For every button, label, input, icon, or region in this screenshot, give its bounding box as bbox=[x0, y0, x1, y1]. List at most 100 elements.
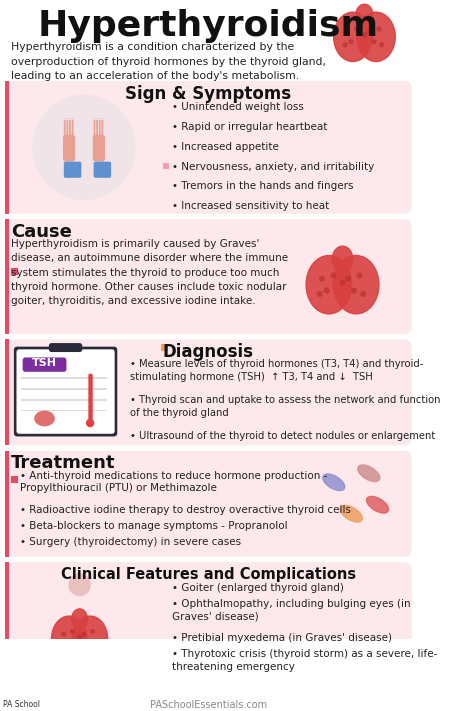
FancyBboxPatch shape bbox=[5, 339, 412, 446]
Text: TSH: TSH bbox=[32, 358, 57, 368]
Text: PASchoolEssentials.com: PASchoolEssentials.com bbox=[150, 700, 267, 710]
Ellipse shape bbox=[323, 474, 345, 491]
Text: • Radioactive iodine therapy to destroy overactive thyroid cells: • Radioactive iodine therapy to destroy … bbox=[20, 505, 351, 515]
Text: Diagnosis: Diagnosis bbox=[163, 343, 254, 361]
Bar bbox=[21, 388, 107, 390]
Ellipse shape bbox=[340, 506, 362, 522]
Text: • Ophthalmopathy, including bulging eyes (in
Graves' disease): • Ophthalmopathy, including bulging eyes… bbox=[172, 599, 410, 622]
Text: • Increased sensitivity to heat: • Increased sensitivity to heat bbox=[172, 201, 329, 211]
Ellipse shape bbox=[332, 246, 353, 272]
Ellipse shape bbox=[35, 412, 54, 426]
Circle shape bbox=[94, 644, 97, 648]
Circle shape bbox=[343, 43, 347, 47]
Bar bbox=[163, 163, 169, 169]
Bar bbox=[5, 339, 9, 446]
Text: • Pretibial myxedema (in Graves' disease): • Pretibial myxedema (in Graves' disease… bbox=[172, 634, 392, 643]
Ellipse shape bbox=[72, 609, 88, 629]
Circle shape bbox=[87, 641, 90, 645]
Text: • Ultrasound of the thyroid to detect nodules or enlargement: • Ultrasound of the thyroid to detect no… bbox=[130, 431, 436, 441]
Bar bbox=[21, 410, 107, 412]
FancyBboxPatch shape bbox=[100, 119, 104, 139]
FancyBboxPatch shape bbox=[95, 119, 99, 139]
Bar bbox=[5, 81, 9, 214]
Text: Cause: Cause bbox=[11, 223, 72, 241]
Text: • Rapid or irregular heartbeat: • Rapid or irregular heartbeat bbox=[172, 122, 327, 132]
Text: • Beta-blockers to manage symptoms - Propranolol: • Beta-blockers to manage symptoms - Pro… bbox=[20, 521, 288, 531]
Bar bbox=[5, 562, 9, 683]
Circle shape bbox=[346, 277, 350, 281]
FancyBboxPatch shape bbox=[93, 134, 105, 161]
Circle shape bbox=[367, 30, 371, 34]
Ellipse shape bbox=[366, 496, 389, 513]
Text: • Increased appetite: • Increased appetite bbox=[172, 142, 279, 152]
Text: • Goiter (enlarged thyroid gland): • Goiter (enlarged thyroid gland) bbox=[172, 583, 344, 593]
Bar bbox=[5, 451, 9, 557]
Circle shape bbox=[352, 288, 356, 293]
Circle shape bbox=[361, 292, 365, 296]
Circle shape bbox=[78, 635, 82, 638]
Ellipse shape bbox=[357, 12, 395, 62]
Bar bbox=[21, 378, 107, 379]
Text: PA School
Essentials: PA School Essentials bbox=[2, 700, 41, 711]
Bar bbox=[11, 476, 18, 483]
FancyBboxPatch shape bbox=[5, 451, 412, 557]
Text: • Measure levels of thyroid hormones (T3, T4) and thyroid-
stimulating hormone (: • Measure levels of thyroid hormones (T3… bbox=[130, 359, 424, 382]
Circle shape bbox=[357, 273, 362, 278]
Ellipse shape bbox=[356, 4, 373, 26]
Ellipse shape bbox=[333, 255, 379, 314]
Ellipse shape bbox=[306, 255, 352, 314]
FancyBboxPatch shape bbox=[88, 373, 93, 423]
FancyBboxPatch shape bbox=[5, 219, 412, 334]
Circle shape bbox=[320, 277, 324, 281]
Circle shape bbox=[69, 574, 90, 595]
FancyBboxPatch shape bbox=[63, 119, 66, 139]
Bar bbox=[11, 267, 18, 275]
Text: • Unintended weight loss: • Unintended weight loss bbox=[172, 102, 303, 112]
Bar bbox=[161, 344, 168, 351]
Text: • Surgery (thyroidectomy) in severe cases: • Surgery (thyroidectomy) in severe case… bbox=[20, 537, 241, 547]
Text: Clinical Features and Complications: Clinical Features and Complications bbox=[61, 567, 356, 582]
FancyBboxPatch shape bbox=[71, 119, 74, 139]
Text: • Nervousness, anxiety, and irritability: • Nervousness, anxiety, and irritability bbox=[172, 161, 374, 171]
Text: • Thyroid scan and uptake to assess the network and function
of the thyroid glan: • Thyroid scan and uptake to assess the … bbox=[130, 395, 441, 418]
FancyBboxPatch shape bbox=[94, 161, 111, 178]
Circle shape bbox=[372, 40, 376, 44]
Circle shape bbox=[324, 288, 329, 293]
Circle shape bbox=[340, 280, 345, 284]
Circle shape bbox=[318, 292, 322, 296]
Circle shape bbox=[82, 632, 86, 636]
Text: • Tremors in the hands and fingers: • Tremors in the hands and fingers bbox=[172, 181, 353, 191]
Circle shape bbox=[345, 30, 349, 34]
Circle shape bbox=[33, 95, 135, 199]
FancyBboxPatch shape bbox=[17, 349, 115, 434]
Text: Sign & Symptoms: Sign & Symptoms bbox=[125, 85, 292, 103]
FancyBboxPatch shape bbox=[65, 119, 69, 139]
FancyBboxPatch shape bbox=[5, 562, 412, 683]
Ellipse shape bbox=[358, 465, 380, 481]
Circle shape bbox=[13, 696, 30, 711]
Text: Hyperthyroidism is a condition characterized by the
overproduction of thyroid ho: Hyperthyroidism is a condition character… bbox=[11, 42, 326, 81]
Circle shape bbox=[380, 43, 384, 47]
FancyBboxPatch shape bbox=[23, 358, 66, 372]
Circle shape bbox=[377, 27, 381, 31]
Ellipse shape bbox=[73, 616, 108, 661]
FancyBboxPatch shape bbox=[98, 119, 101, 139]
FancyBboxPatch shape bbox=[63, 134, 75, 161]
Circle shape bbox=[355, 27, 359, 31]
FancyBboxPatch shape bbox=[64, 161, 82, 178]
FancyBboxPatch shape bbox=[68, 119, 72, 139]
Circle shape bbox=[71, 629, 74, 634]
Ellipse shape bbox=[52, 616, 87, 661]
Circle shape bbox=[62, 632, 65, 636]
Circle shape bbox=[363, 33, 366, 37]
Bar bbox=[21, 399, 107, 400]
Circle shape bbox=[349, 40, 353, 44]
FancyBboxPatch shape bbox=[5, 81, 412, 214]
FancyBboxPatch shape bbox=[49, 343, 82, 352]
Circle shape bbox=[331, 273, 336, 278]
FancyBboxPatch shape bbox=[14, 347, 117, 437]
Circle shape bbox=[60, 644, 64, 648]
Bar bbox=[5, 219, 9, 334]
Text: • Thyrotoxic crisis (thyroid storm) as a severe, life-
threatening emergency: • Thyrotoxic crisis (thyroid storm) as a… bbox=[172, 649, 437, 672]
Text: Hyperthyroidism is primarily caused by Graves'
disease, an autoimmune disorder w: Hyperthyroidism is primarily caused by G… bbox=[11, 239, 288, 306]
